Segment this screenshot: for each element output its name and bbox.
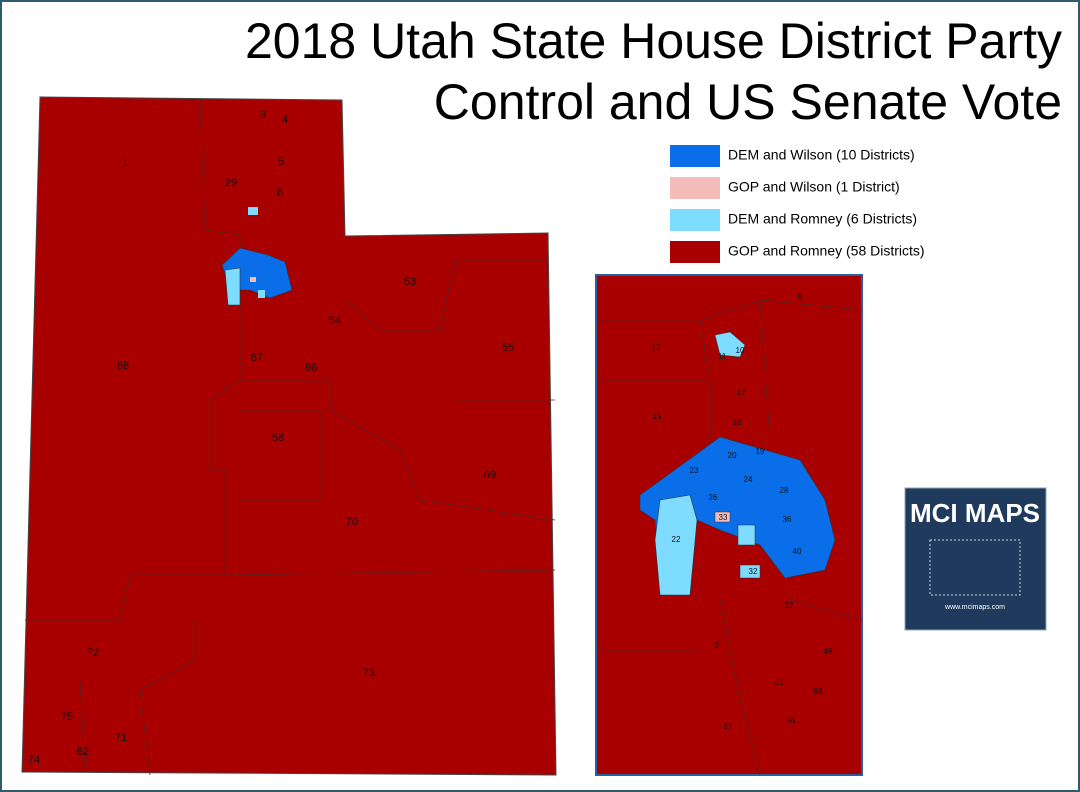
district-label: 26 (709, 493, 718, 502)
gop-wilson-area (714, 511, 731, 523)
district-label: 22 (672, 535, 681, 544)
district-label: 4 (282, 114, 288, 126)
district-label: 1 (122, 157, 128, 169)
state-outline (21, 96, 557, 776)
district-label: 24 (744, 475, 753, 484)
district-label: 6 (277, 187, 283, 199)
district-lines (25, 99, 556, 776)
legend-swatch (670, 177, 720, 199)
district-label: 23 (690, 466, 699, 475)
legend-swatch (670, 145, 720, 167)
district-label: 46 (824, 647, 833, 656)
title-line: 2018 Utah State House District Party (245, 13, 1062, 69)
district-label: 12 (652, 343, 661, 352)
inset-map (595, 274, 863, 776)
district-label: 28 (780, 486, 789, 495)
legend-label: DEM and Wilson (10 Districts) (728, 147, 915, 163)
dem-romney-area (714, 331, 746, 358)
district-label: 66 (787, 716, 796, 725)
title-line: Control and US Senate Vote (434, 74, 1062, 130)
logo: MCI MAPS www.mcimaps.com (904, 487, 1047, 631)
district-label: 5 (278, 156, 284, 168)
district-label: 36 (783, 515, 792, 524)
district-label: 54 (329, 315, 341, 327)
legend-label: DEM and Romney (6 Districts) (728, 211, 917, 227)
district-label: 53 (404, 276, 416, 288)
district-label: 27 (785, 601, 794, 610)
district-label: 3 (260, 109, 266, 121)
district-label: 71 (115, 732, 127, 744)
dem-romney-area (654, 494, 698, 596)
district-label: 67 (251, 352, 263, 364)
district-label: 70 (346, 516, 358, 528)
district-label: 58 (272, 432, 284, 444)
dem-romney-area (258, 290, 265, 298)
district-label: 62 (77, 746, 89, 758)
district-label: 73 (363, 667, 375, 679)
district-label: 33 (719, 513, 728, 522)
district-label: 17 (737, 388, 746, 397)
district-label: 61 (775, 678, 784, 687)
district-label: 11 (718, 352, 727, 361)
district-label: 75 (61, 711, 73, 723)
district-label: 32 (749, 567, 758, 576)
district-label: 8 (798, 292, 803, 301)
dem-romney-area (737, 524, 756, 546)
dem-romney-area (739, 564, 761, 579)
district-label: 29 (225, 177, 237, 189)
district-label: 55 (502, 342, 514, 354)
district-label: 15 (653, 412, 662, 421)
district-label: 74 (28, 754, 40, 766)
district-label: 68 (117, 360, 129, 372)
legend-swatch (670, 241, 720, 263)
main-map (21, 96, 557, 776)
legend-label: GOP and Wilson (1 District) (728, 179, 900, 195)
district-label: 66 (305, 362, 317, 374)
district-label: 40 (793, 547, 802, 556)
logo-us-map (929, 539, 1021, 596)
district-label: 2 (715, 641, 720, 650)
logo-url: www.mcimaps.com (944, 604, 1005, 611)
logo-title: MCI MAPS (910, 498, 1040, 528)
legend-label: GOP and Romney (58 Districts) (728, 243, 925, 259)
logo-box (904, 487, 1047, 631)
district-label: 64 (814, 687, 823, 696)
district-label: 67 (724, 722, 733, 731)
district-label: 19 (756, 447, 765, 456)
dem-romney-area (224, 267, 241, 306)
gop-wilson-area (250, 277, 256, 282)
dem-romney-area (248, 207, 258, 215)
district-label: 69 (484, 469, 496, 481)
district-label: 20 (728, 451, 737, 460)
district-label: 16 (733, 418, 742, 427)
district-label: 10 (736, 346, 745, 355)
legend-swatch (670, 209, 720, 231)
district-label: 72 (87, 647, 99, 659)
